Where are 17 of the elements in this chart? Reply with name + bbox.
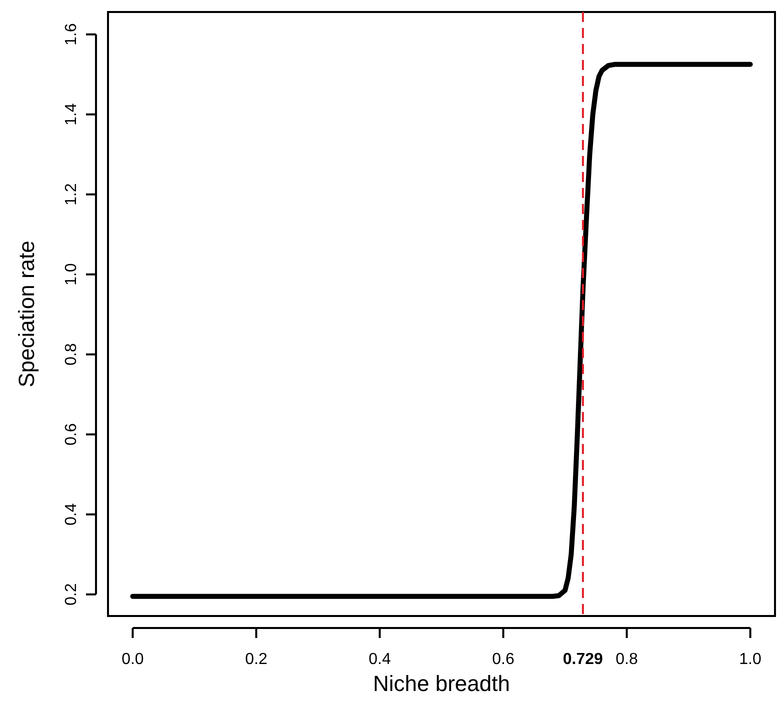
x-tick-label: 0.8 xyxy=(616,651,638,668)
y-tick-label: 0.4 xyxy=(63,503,80,526)
y-tick-label: 1.0 xyxy=(63,263,80,286)
ref-line-label: 0.729 xyxy=(562,651,604,668)
x-tick-label: 1.0 xyxy=(739,651,762,668)
y-tick-label: 1.6 xyxy=(63,23,80,46)
y-tick-label: 0.2 xyxy=(63,583,80,606)
x-tick-label: 0.0 xyxy=(122,651,144,668)
x-tick-label: 0.2 xyxy=(245,651,268,668)
y-axis-title: Speciation rate xyxy=(14,240,39,388)
y-tick-label: 1.2 xyxy=(63,183,80,206)
x-tick-label: 0.6 xyxy=(492,651,514,668)
y-tick-label: 0.8 xyxy=(63,343,80,366)
x-axis-title: Niche breadth xyxy=(373,671,510,696)
x-tick-label: 0.4 xyxy=(368,651,391,668)
y-tick-label: 0.6 xyxy=(63,423,80,446)
y-tick-label: 1.4 xyxy=(63,103,80,126)
